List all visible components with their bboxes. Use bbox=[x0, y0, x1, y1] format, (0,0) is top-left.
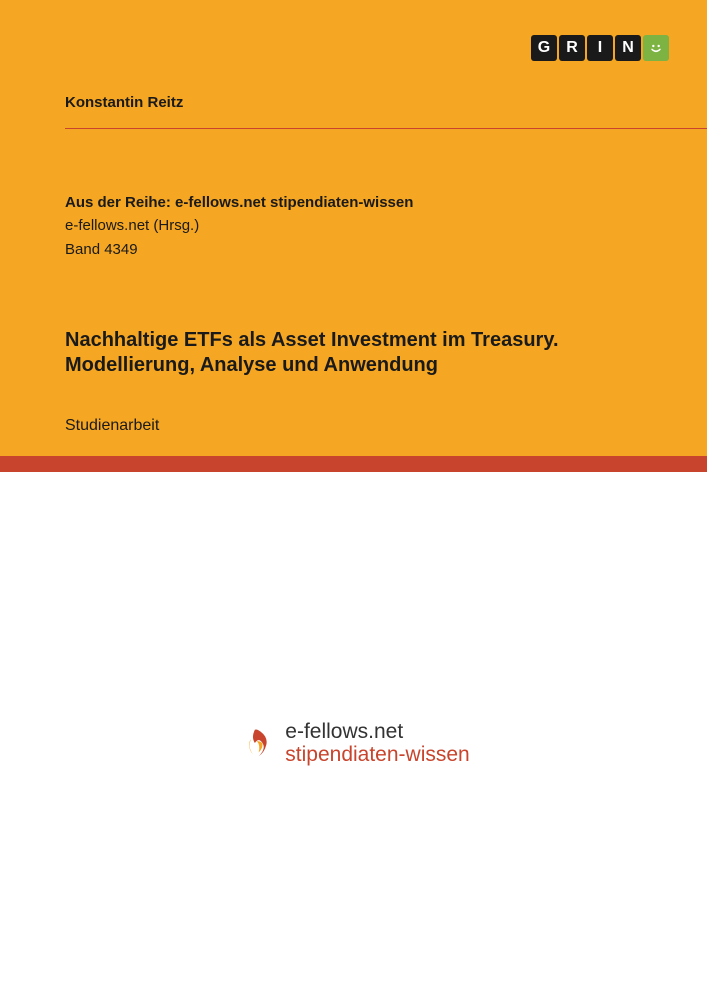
efellows-logo-line2: stipendiaten-wissen bbox=[285, 743, 469, 766]
grin-letter-g: G bbox=[531, 35, 557, 61]
header-stripe bbox=[0, 456, 707, 472]
efellows-logo: e-fellows.net stipendiaten-wissen bbox=[237, 720, 469, 766]
document-type: Studienarbeit bbox=[65, 417, 159, 435]
grin-letter-r: R bbox=[559, 35, 585, 61]
flame-icon bbox=[237, 724, 275, 762]
author-name: Konstantin Reitz bbox=[65, 94, 183, 111]
document-title: Nachhaltige ETFs als Asset Investment im… bbox=[65, 328, 667, 378]
grin-logo: G R I N bbox=[531, 35, 669, 61]
grin-letter-n: N bbox=[615, 35, 641, 61]
series-volume: Band 4349 bbox=[65, 241, 138, 258]
header-panel: G R I N Konstantin Reitz Aus der Reihe: … bbox=[0, 0, 707, 472]
efellows-logo-text: e-fellows.net stipendiaten-wissen bbox=[285, 720, 469, 766]
efellows-logo-line1: e-fellows.net bbox=[285, 720, 469, 743]
grin-letter-i: I bbox=[587, 35, 613, 61]
series-label: Aus der Reihe: e-fellows.net stipendiate… bbox=[65, 194, 413, 211]
header-divider bbox=[65, 128, 707, 129]
series-editor: e-fellows.net (Hrsg.) bbox=[65, 217, 199, 234]
grin-smiley-icon bbox=[643, 35, 669, 61]
